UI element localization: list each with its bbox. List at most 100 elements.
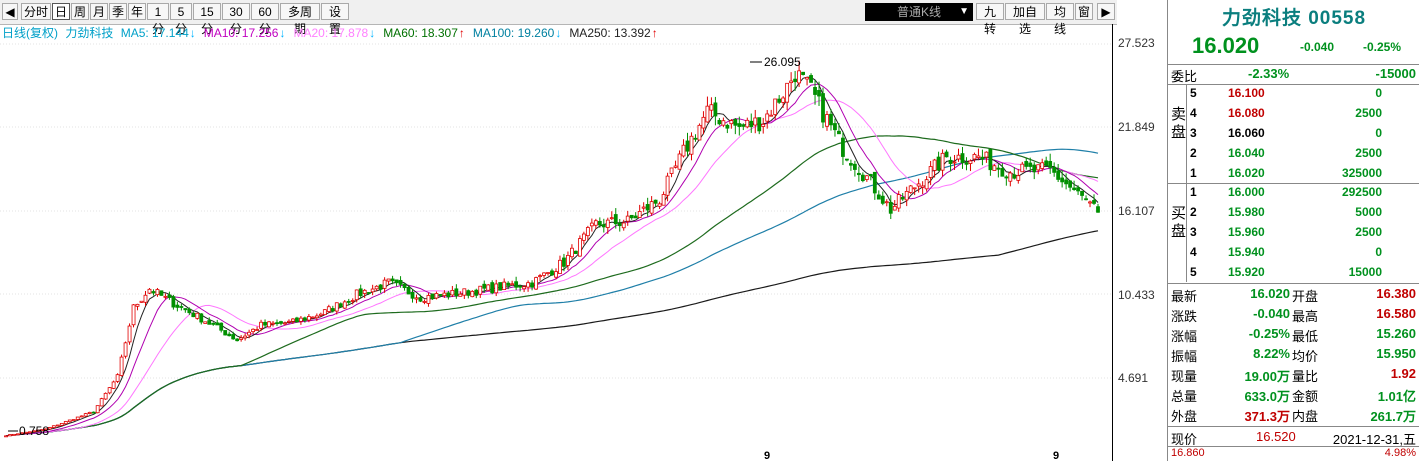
candle-body <box>446 292 451 298</box>
candle-body <box>247 331 252 336</box>
candle-body <box>390 278 395 282</box>
candle-body <box>422 301 427 303</box>
candle-body <box>91 411 96 414</box>
toolbar-button[interactable]: 均线 <box>1046 3 1074 36</box>
candle-body <box>299 317 303 322</box>
stat-row: 现量 19.00万 量比 1.92 <box>1168 365 1419 385</box>
candle-body <box>338 303 343 308</box>
chart-type-select[interactable]: 普通K线 ▼ <box>865 3 973 21</box>
candle-body <box>1040 162 1045 169</box>
candle-body <box>314 315 319 319</box>
candle-body <box>645 204 650 211</box>
period-button[interactable]: 年 <box>128 3 146 20</box>
candle-body <box>705 105 710 123</box>
stat-label: 涨跌 <box>1171 309 1198 324</box>
legend-stock: 力劲科技 <box>65 26 114 40</box>
candle-body <box>67 419 72 423</box>
back-button[interactable]: ◀ <box>2 3 18 20</box>
high-label: 26.095 <box>764 55 801 69</box>
candle-body <box>661 194 666 206</box>
candle-body <box>617 222 622 227</box>
toolbar-button[interactable]: 加自选 <box>1005 3 1045 36</box>
candle-body <box>677 153 682 170</box>
period-button[interactable]: 15分 <box>193 3 221 36</box>
level-price: 16.040 <box>1228 146 1265 160</box>
candle-body <box>20 432 24 435</box>
toolbar-button[interactable]: 窗 <box>1075 3 1093 20</box>
candle-body <box>876 194 881 200</box>
candle-body <box>924 179 929 190</box>
candle-body <box>558 259 562 274</box>
candle-body <box>227 333 232 337</box>
level-price: 15.940 <box>1228 245 1265 259</box>
candle-body <box>789 80 794 84</box>
candle-body <box>163 295 168 298</box>
candle-body <box>864 175 869 180</box>
candle-body <box>378 284 383 290</box>
candles <box>4 60 1100 438</box>
xianjia-label: 现价 <box>1171 432 1198 447</box>
period-button[interactable]: 季 <box>109 3 127 20</box>
ma-legend-item: MA250: 13.392↑ <box>569 26 661 40</box>
stat-value: 1.92 <box>1390 366 1416 381</box>
candle-body <box>1064 179 1069 185</box>
candle-body <box>1060 177 1065 183</box>
kline-chart[interactable]: 26.095 0.758 9 9 <box>0 40 1112 461</box>
forward-button[interactable]: ▶ <box>1097 3 1115 20</box>
divider <box>1186 184 1187 282</box>
buy-level-row: 3 15.960 2500 <box>1188 223 1419 243</box>
period-button[interactable]: 日 <box>52 3 70 20</box>
candle-body <box>498 282 503 291</box>
candle-body <box>625 215 630 222</box>
sell-level-row: 1 16.020 325000 <box>1188 164 1419 184</box>
xianjia-value: 16.520 <box>1256 429 1296 444</box>
candle-body <box>960 153 965 164</box>
stat-label: 现量 <box>1171 369 1198 384</box>
candle-body <box>797 70 801 84</box>
period-button[interactable]: 多周期 <box>280 3 320 36</box>
stat-label: 涨幅 <box>1171 329 1198 344</box>
weibi-row: 委比 -2.33% -15000 <box>1168 65 1419 85</box>
stat-row: 外盘 371.3万 内盘 261.7万 <box>1168 405 1419 425</box>
trend-arrow-icon: ↓ <box>189 26 196 40</box>
period-button[interactable]: 1分 <box>147 3 169 36</box>
stat-value: 261.7万 <box>1370 409 1416 424</box>
candle-body <box>717 119 722 125</box>
candle-body <box>741 124 746 127</box>
candle-body <box>127 325 132 343</box>
candle-body <box>841 137 845 157</box>
candle-body <box>430 293 435 299</box>
period-button[interactable]: 分时 <box>21 3 51 20</box>
ma5-line <box>5 76 1099 437</box>
candle-body <box>1080 190 1084 196</box>
period-button[interactable]: 5分 <box>170 3 192 36</box>
candle-body <box>980 156 985 160</box>
candle-body <box>769 114 774 117</box>
period-button[interactable]: 30分 <box>222 3 250 36</box>
level-price: 16.000 <box>1228 185 1265 199</box>
candle-body <box>673 165 678 168</box>
divider <box>1168 64 1419 65</box>
period-button[interactable]: 设置 <box>321 3 349 36</box>
divider <box>1168 426 1419 427</box>
stat-row: 最新 16.020 开盘 16.380 <box>1168 285 1419 305</box>
period-button[interactable]: 月 <box>90 3 108 20</box>
candle-body <box>805 77 809 80</box>
candle-body <box>55 424 60 427</box>
period-button[interactable]: 60分 <box>251 3 279 36</box>
level: 5 <box>1190 265 1197 279</box>
price-change-pct: -0.25% <box>1363 40 1402 54</box>
candle-body <box>458 293 463 297</box>
stat-label: 内盘 <box>1292 409 1319 424</box>
candle-body <box>757 117 762 132</box>
candle-body <box>785 82 790 103</box>
candle-body <box>506 282 511 286</box>
candle-body <box>570 247 574 258</box>
stat-label: 最新 <box>1171 289 1198 304</box>
sell-level-row: 5 16.100 0 <box>1188 84 1419 104</box>
candle-body <box>215 322 220 326</box>
period-button[interactable]: 周 <box>71 3 89 20</box>
toolbar-button[interactable]: 九转 <box>976 3 1004 36</box>
candle-body <box>845 158 849 161</box>
